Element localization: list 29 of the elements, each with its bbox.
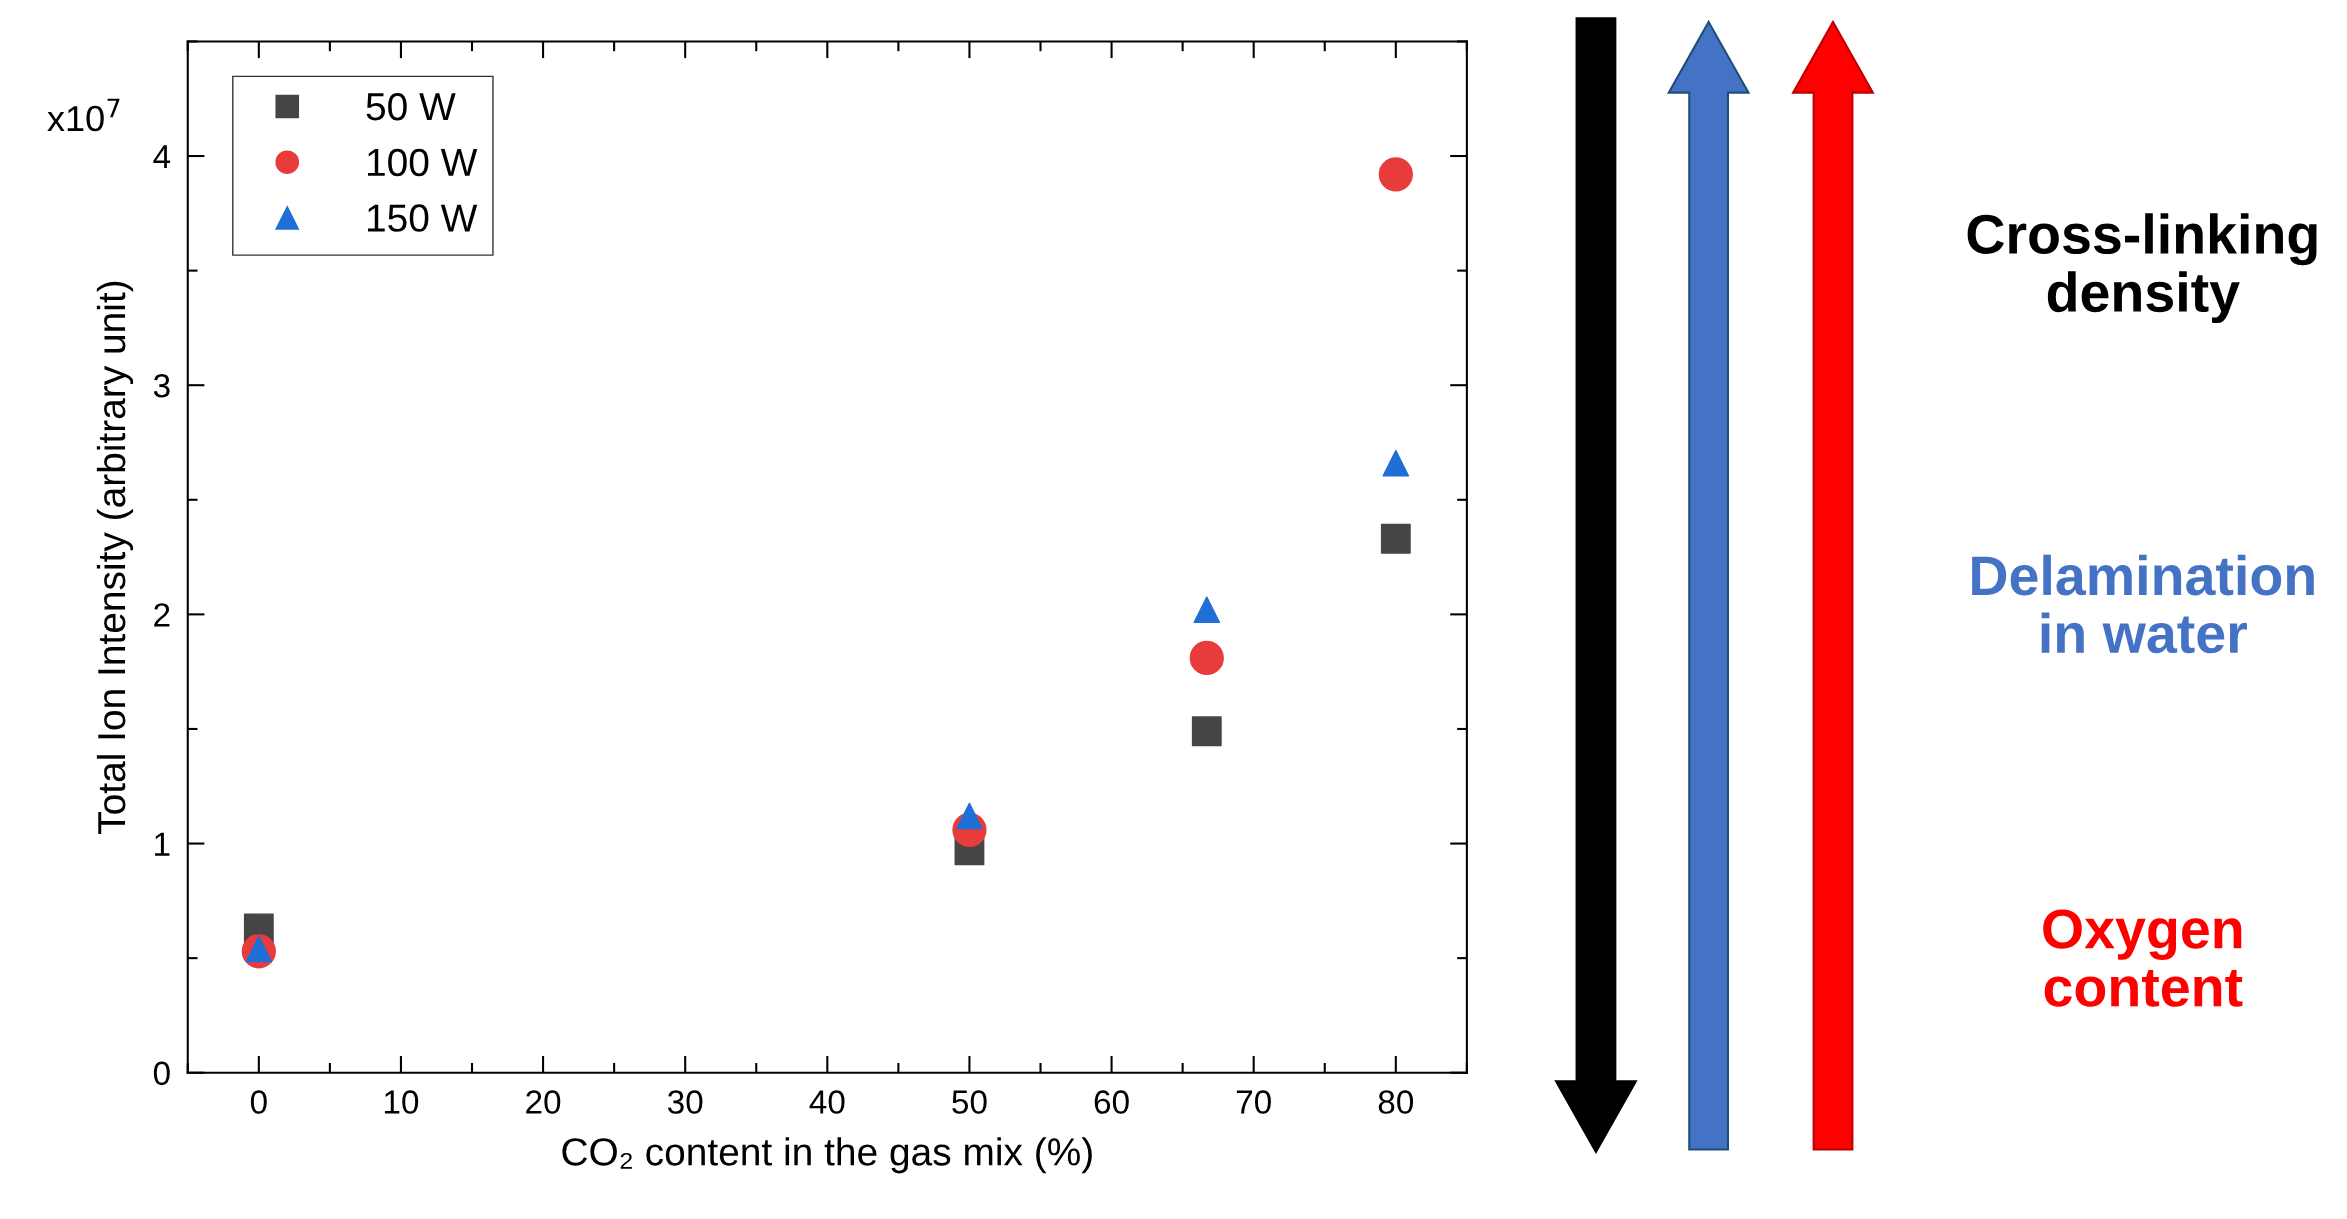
x-tick-label: 20 xyxy=(526,1090,561,1114)
text: Cross-linking density xyxy=(1967,213,2317,324)
text: x10$^{7}$ xyxy=(47,98,120,132)
x-tick-label: 30 xyxy=(667,1090,703,1114)
x-tick-label: 40 xyxy=(809,1090,845,1114)
text: Oxygen content xyxy=(2043,909,2243,1007)
y-tick-label: 3 xyxy=(153,374,170,398)
point xyxy=(1380,523,1411,554)
x-tick-label: 60 xyxy=(1094,1090,1129,1114)
y-tick-label: 2 xyxy=(154,603,170,627)
y-tick-label: 0 xyxy=(153,1061,170,1086)
x-tick-label: 50 xyxy=(952,1090,987,1114)
legend-label: 100 W xyxy=(367,148,478,177)
point xyxy=(1191,716,1222,747)
y-tick-label: 1 xyxy=(155,832,170,856)
legend-label: 50 W xyxy=(366,92,456,121)
point xyxy=(1378,157,1413,192)
y-axis-title: Total Ion Intensity (arbitrary unit) xyxy=(96,281,134,834)
x-tick-label: 80 xyxy=(1378,1090,1414,1114)
point xyxy=(1189,640,1224,676)
y-tick-label: 4 xyxy=(153,145,171,169)
point xyxy=(1382,449,1410,477)
x-axis-title: CO₂ content in the gas mix (%) xyxy=(562,1137,1092,1174)
point xyxy=(1193,596,1221,624)
x-tick-label: 70 xyxy=(1236,1090,1271,1114)
text: Delamination in water xyxy=(1972,554,2314,654)
x-tick-label: 10 xyxy=(384,1090,419,1114)
x-tick-label: 0 xyxy=(250,1090,267,1114)
legend-label: 150 W xyxy=(367,204,478,232)
